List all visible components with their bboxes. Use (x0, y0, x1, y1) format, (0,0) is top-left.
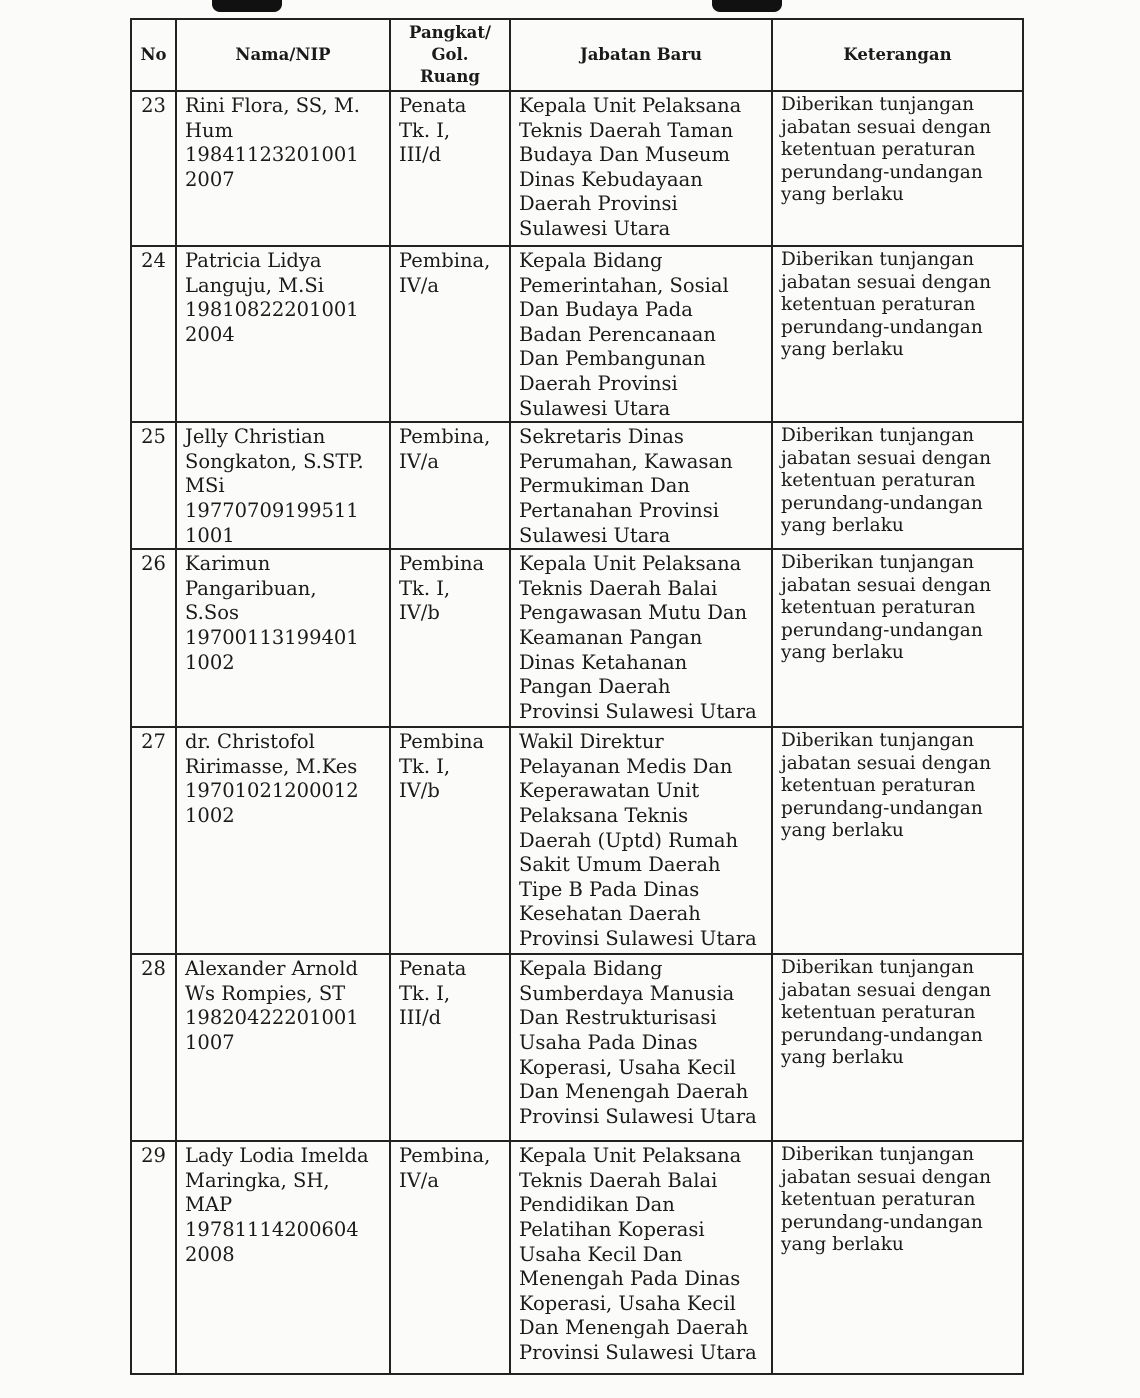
cell-nama: Alexander Arnold Ws Rompies, ST 19820422… (175, 953, 391, 1143)
cell-nama: Jelly Christian Songkaton, S.STP. MSi 19… (175, 421, 391, 551)
cell-no: 23 (130, 90, 177, 247)
cell-pangkat: Pembina Tk. I, IV/b (389, 548, 511, 729)
cell-keterangan: Diberikan tunjangan jabatan sesuai denga… (771, 548, 1024, 729)
binder-mark-right (712, 0, 782, 12)
header-nama: Nama/NIP (175, 18, 391, 92)
cell-nama: Lady Lodia Imelda Maringka, SH, MAP 1978… (175, 1140, 391, 1376)
cell-keterangan: Diberikan tunjangan jabatan sesuai denga… (771, 421, 1024, 551)
cell-keterangan: Diberikan tunjangan jabatan sesuai denga… (771, 244, 1024, 424)
cell-pangkat: Pembina Tk. I, IV/b (389, 726, 511, 956)
cell-jabatan: Kepala Unit Pelaksana Teknis Daerah Bala… (509, 548, 773, 729)
header-keterangan: Keterangan (771, 18, 1024, 92)
cell-pangkat: Pembina, IV/a (389, 421, 511, 551)
cell-keterangan: Diberikan tunjangan jabatan sesuai denga… (771, 953, 1024, 1143)
cell-nama: Karimun Pangaribuan, S.Sos 1970011319940… (175, 548, 391, 729)
cell-jabatan: Wakil Direktur Pelayanan Medis Dan Keper… (509, 726, 773, 956)
cell-nama: Patricia Lidya Languju, M.Si 19810822201… (175, 244, 391, 424)
table-row: 27 dr. Christofol Ririmasse, M.Kes 197010… (130, 726, 1024, 956)
binder-mark-left (212, 0, 282, 12)
header-no: No (130, 18, 177, 92)
cell-no: 29 (130, 1140, 177, 1376)
cell-nama: Rini Flora, SS, M. Hum 19841123201001 20… (175, 90, 391, 247)
cell-pangkat: Pembina, IV/a (389, 244, 511, 424)
cell-pangkat: Penata Tk. I, III/d (389, 90, 511, 247)
table-row: 29 Lady Lodia Imelda Maringka, SH, MAP 19… (130, 1140, 1024, 1376)
header-pangkat: Pangkat/ Gol. Ruang (389, 18, 511, 92)
cell-no: 27 (130, 726, 177, 956)
cell-no: 25 (130, 421, 177, 551)
cell-jabatan: Kepala Unit Pelaksana Teknis Daerah Bala… (509, 1140, 773, 1376)
cell-pangkat: Penata Tk. I, III/d (389, 953, 511, 1143)
cell-no: 26 (130, 548, 177, 729)
table-header-row: No Nama/NIP Pangkat/ Gol. Ruang Jabatan … (130, 18, 1024, 92)
cell-nama: dr. Christofol Ririmasse, M.Kes 19701021… (175, 726, 391, 956)
cell-keterangan: Diberikan tunjangan jabatan sesuai denga… (771, 726, 1024, 956)
cell-jabatan: Sekretaris Dinas Perumahan, Kawasan Perm… (509, 421, 773, 551)
cell-jabatan: Kepala Unit Pelaksana Teknis Daerah Tama… (509, 90, 773, 247)
cell-keterangan: Diberikan tunjangan jabatan sesuai denga… (771, 90, 1024, 247)
cell-no: 28 (130, 953, 177, 1143)
cell-keterangan: Diberikan tunjangan jabatan sesuai denga… (771, 1140, 1024, 1376)
table-row: 25 Jelly Christian Songkaton, S.STP. MSi … (130, 421, 1024, 551)
table-row: 26 Karimun Pangaribuan, S.Sos 19700113199… (130, 548, 1024, 729)
cell-no: 24 (130, 244, 177, 424)
header-jabatan: Jabatan Baru (509, 18, 773, 92)
appointment-table: No Nama/NIP Pangkat/ Gol. Ruang Jabatan … (130, 18, 1024, 1376)
table-row: 23 Rini Flora, SS, M. Hum 19841123201001 … (130, 90, 1024, 247)
table-row: 28 Alexander Arnold Ws Rompies, ST 198204… (130, 953, 1024, 1143)
table-row: 24 Patricia Lidya Languju, M.Si 198108222… (130, 244, 1024, 424)
cell-jabatan: Kepala Bidang Pemerintahan, Sosial Dan B… (509, 244, 773, 424)
cell-jabatan: Kepala Bidang Sumberdaya Manusia Dan Res… (509, 953, 773, 1143)
cell-pangkat: Pembina, IV/a (389, 1140, 511, 1376)
